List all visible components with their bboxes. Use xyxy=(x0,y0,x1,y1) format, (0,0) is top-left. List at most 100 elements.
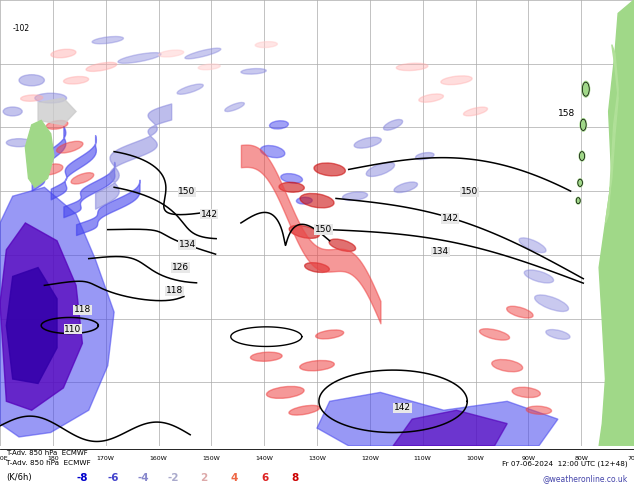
Ellipse shape xyxy=(578,179,583,187)
Text: -4: -4 xyxy=(138,473,149,483)
Text: 142: 142 xyxy=(442,214,458,223)
Ellipse shape xyxy=(441,76,472,85)
Ellipse shape xyxy=(86,62,117,72)
Ellipse shape xyxy=(256,42,277,48)
Ellipse shape xyxy=(579,151,585,161)
Ellipse shape xyxy=(396,63,428,71)
Text: 150W: 150W xyxy=(202,456,220,461)
Ellipse shape xyxy=(56,141,83,153)
Ellipse shape xyxy=(158,50,184,57)
Ellipse shape xyxy=(316,330,344,339)
Ellipse shape xyxy=(281,173,302,183)
Ellipse shape xyxy=(507,306,533,318)
Text: 90W: 90W xyxy=(521,456,535,461)
Ellipse shape xyxy=(519,238,546,253)
Ellipse shape xyxy=(546,330,570,339)
Text: 150: 150 xyxy=(178,187,196,196)
Ellipse shape xyxy=(354,137,381,148)
Polygon shape xyxy=(605,45,618,223)
Text: 110: 110 xyxy=(64,324,82,334)
Ellipse shape xyxy=(366,162,394,176)
Ellipse shape xyxy=(118,52,161,63)
Ellipse shape xyxy=(35,93,67,103)
Ellipse shape xyxy=(526,406,552,415)
Ellipse shape xyxy=(266,387,304,398)
Text: -6: -6 xyxy=(107,473,119,483)
Ellipse shape xyxy=(225,102,244,112)
Text: T-Adv. 850 hPa  ECMWF: T-Adv. 850 hPa ECMWF xyxy=(6,460,91,466)
Ellipse shape xyxy=(19,74,44,86)
Ellipse shape xyxy=(463,107,488,116)
Polygon shape xyxy=(25,121,54,187)
Ellipse shape xyxy=(415,152,434,160)
Text: 160W: 160W xyxy=(150,456,167,461)
Polygon shape xyxy=(317,392,558,446)
Ellipse shape xyxy=(261,146,285,158)
Ellipse shape xyxy=(6,139,32,147)
Text: 140W: 140W xyxy=(256,456,273,461)
Text: 126: 126 xyxy=(172,263,190,272)
Ellipse shape xyxy=(177,84,204,94)
Ellipse shape xyxy=(46,121,68,129)
Text: 150: 150 xyxy=(460,187,478,196)
Ellipse shape xyxy=(289,405,320,415)
Text: 118: 118 xyxy=(165,286,183,295)
Text: 158: 158 xyxy=(558,109,576,118)
Ellipse shape xyxy=(241,69,266,74)
Text: 170E: 170E xyxy=(0,456,8,461)
Text: 118: 118 xyxy=(74,305,91,315)
Text: 100W: 100W xyxy=(467,456,484,461)
Ellipse shape xyxy=(297,197,312,204)
Ellipse shape xyxy=(63,76,89,84)
Polygon shape xyxy=(6,268,57,384)
Ellipse shape xyxy=(576,197,581,204)
Ellipse shape xyxy=(269,121,288,129)
Ellipse shape xyxy=(479,329,510,340)
Ellipse shape xyxy=(534,295,569,312)
Text: 120W: 120W xyxy=(361,456,378,461)
Text: -2: -2 xyxy=(168,473,179,483)
Ellipse shape xyxy=(524,270,553,283)
Ellipse shape xyxy=(342,192,368,200)
Ellipse shape xyxy=(419,94,443,102)
Ellipse shape xyxy=(3,107,22,116)
Text: 6: 6 xyxy=(261,473,269,483)
Ellipse shape xyxy=(329,239,356,251)
Ellipse shape xyxy=(492,360,522,372)
Ellipse shape xyxy=(580,119,586,131)
Text: 80W: 80W xyxy=(574,456,588,461)
Ellipse shape xyxy=(51,49,76,58)
Ellipse shape xyxy=(71,172,94,184)
Ellipse shape xyxy=(384,120,403,130)
Text: 134: 134 xyxy=(432,247,450,256)
Ellipse shape xyxy=(198,64,220,70)
Ellipse shape xyxy=(512,387,540,397)
Ellipse shape xyxy=(21,95,42,101)
Text: @weatheronline.co.uk: @weatheronline.co.uk xyxy=(543,474,628,484)
Ellipse shape xyxy=(289,225,320,238)
Ellipse shape xyxy=(314,163,346,176)
Polygon shape xyxy=(0,223,82,410)
Text: 142: 142 xyxy=(201,210,217,219)
Ellipse shape xyxy=(39,164,63,175)
Ellipse shape xyxy=(300,361,334,371)
Text: 170W: 170W xyxy=(97,456,115,461)
Text: 134: 134 xyxy=(178,240,196,249)
Text: 70W: 70W xyxy=(627,456,634,461)
Text: -8: -8 xyxy=(77,473,88,483)
Text: (K/6h): (K/6h) xyxy=(6,473,32,482)
Text: 142: 142 xyxy=(394,403,411,413)
Text: 2: 2 xyxy=(200,473,208,483)
Ellipse shape xyxy=(394,182,418,193)
Text: T-Adv. 850 hPa  ECMWF: T-Adv. 850 hPa ECMWF xyxy=(6,450,88,456)
Text: 8: 8 xyxy=(292,473,299,483)
Ellipse shape xyxy=(279,182,304,192)
Polygon shape xyxy=(599,0,634,446)
Polygon shape xyxy=(393,410,507,446)
Polygon shape xyxy=(0,187,114,437)
Ellipse shape xyxy=(582,81,590,97)
Text: Fr 07-06-2024  12:00 UTC (12+48): Fr 07-06-2024 12:00 UTC (12+48) xyxy=(502,460,628,466)
Ellipse shape xyxy=(305,263,329,272)
Text: 180: 180 xyxy=(47,456,59,461)
Ellipse shape xyxy=(185,48,221,59)
